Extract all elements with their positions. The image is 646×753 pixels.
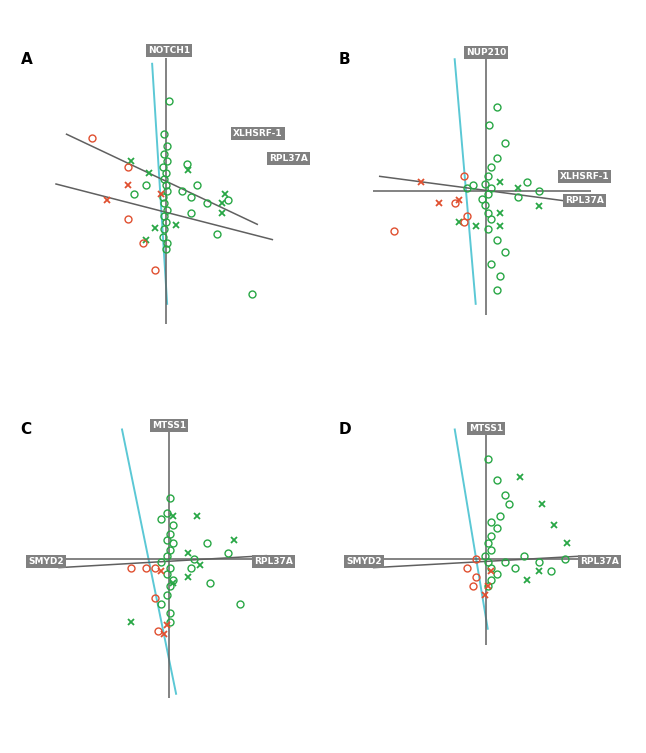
Text: D: D [338,422,351,437]
Text: RPL37A: RPL37A [269,154,307,163]
Text: RPL37A: RPL37A [580,557,620,566]
Text: SMYD2: SMYD2 [28,557,64,566]
Text: B: B [338,52,349,67]
Text: RPL37A: RPL37A [565,196,604,205]
Text: SMYD2: SMYD2 [346,557,382,566]
Text: NUP210: NUP210 [466,47,506,56]
Text: MTSS1: MTSS1 [469,424,503,433]
Text: C: C [21,422,32,437]
Text: RPL37A: RPL37A [254,557,293,566]
Text: MTSS1: MTSS1 [152,421,186,430]
Text: A: A [21,52,32,67]
Text: NOTCH1: NOTCH1 [148,46,190,55]
Text: XLHSRF-1: XLHSRF-1 [560,172,609,181]
Text: XLHSRF-1: XLHSRF-1 [233,130,283,139]
